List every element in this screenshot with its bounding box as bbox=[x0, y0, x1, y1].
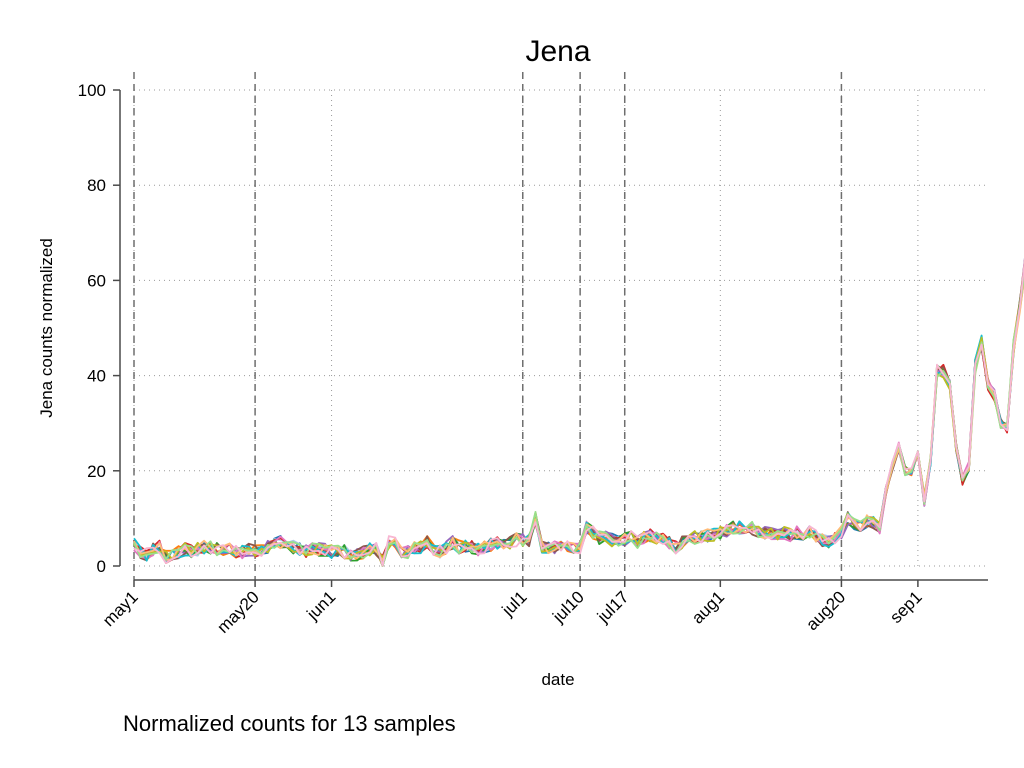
x-tick-label: jun1 bbox=[303, 587, 340, 624]
grid bbox=[133, 89, 988, 567]
y-tick-label: 20 bbox=[87, 462, 106, 481]
y-tick-label: 0 bbox=[97, 557, 106, 576]
series-line bbox=[133, 259, 1024, 567]
y-axis-label: Jena counts normalized bbox=[37, 238, 56, 418]
x-ticks: may1 may20 jun1 jul1 jul10 jul17 aug1 aug20 sep1 bbox=[99, 580, 926, 637]
x-tick-label: may20 bbox=[213, 587, 263, 637]
series-line bbox=[133, 259, 1024, 567]
x-tick-label: aug20 bbox=[802, 587, 849, 634]
series-line bbox=[133, 272, 1024, 562]
x-tick-label: jul10 bbox=[548, 587, 588, 627]
series-line bbox=[133, 259, 1024, 564]
y-tick-label: 100 bbox=[78, 81, 106, 100]
y-tick-label: 40 bbox=[87, 367, 106, 386]
series-line bbox=[133, 273, 1024, 561]
series-line bbox=[133, 264, 1024, 567]
series-line bbox=[133, 274, 1024, 566]
x-tick-label: sep1 bbox=[886, 587, 926, 627]
reference-lines bbox=[133, 72, 843, 580]
y-tick-label: 60 bbox=[87, 271, 106, 290]
x-tick-label: jul17 bbox=[593, 587, 633, 627]
x-axis-label: date bbox=[541, 670, 574, 689]
y-tick-label: 80 bbox=[87, 176, 106, 195]
series-line bbox=[133, 266, 1024, 561]
series-lines bbox=[133, 257, 1024, 567]
chart-title: Jena bbox=[525, 35, 590, 68]
x-tick-label: aug1 bbox=[688, 587, 728, 627]
series-line bbox=[133, 271, 1024, 567]
series-line bbox=[133, 260, 1024, 561]
series-line bbox=[133, 257, 1024, 565]
series-line bbox=[133, 261, 1024, 562]
axes bbox=[119, 90, 988, 581]
chart-note: Normalized counts for 13 samples bbox=[123, 711, 456, 736]
series-line bbox=[133, 262, 1024, 563]
x-tick-label: jul1 bbox=[498, 587, 531, 620]
y-ticks: 0 20 40 60 80 100 bbox=[78, 81, 120, 576]
x-tick-label: may1 bbox=[99, 587, 142, 630]
